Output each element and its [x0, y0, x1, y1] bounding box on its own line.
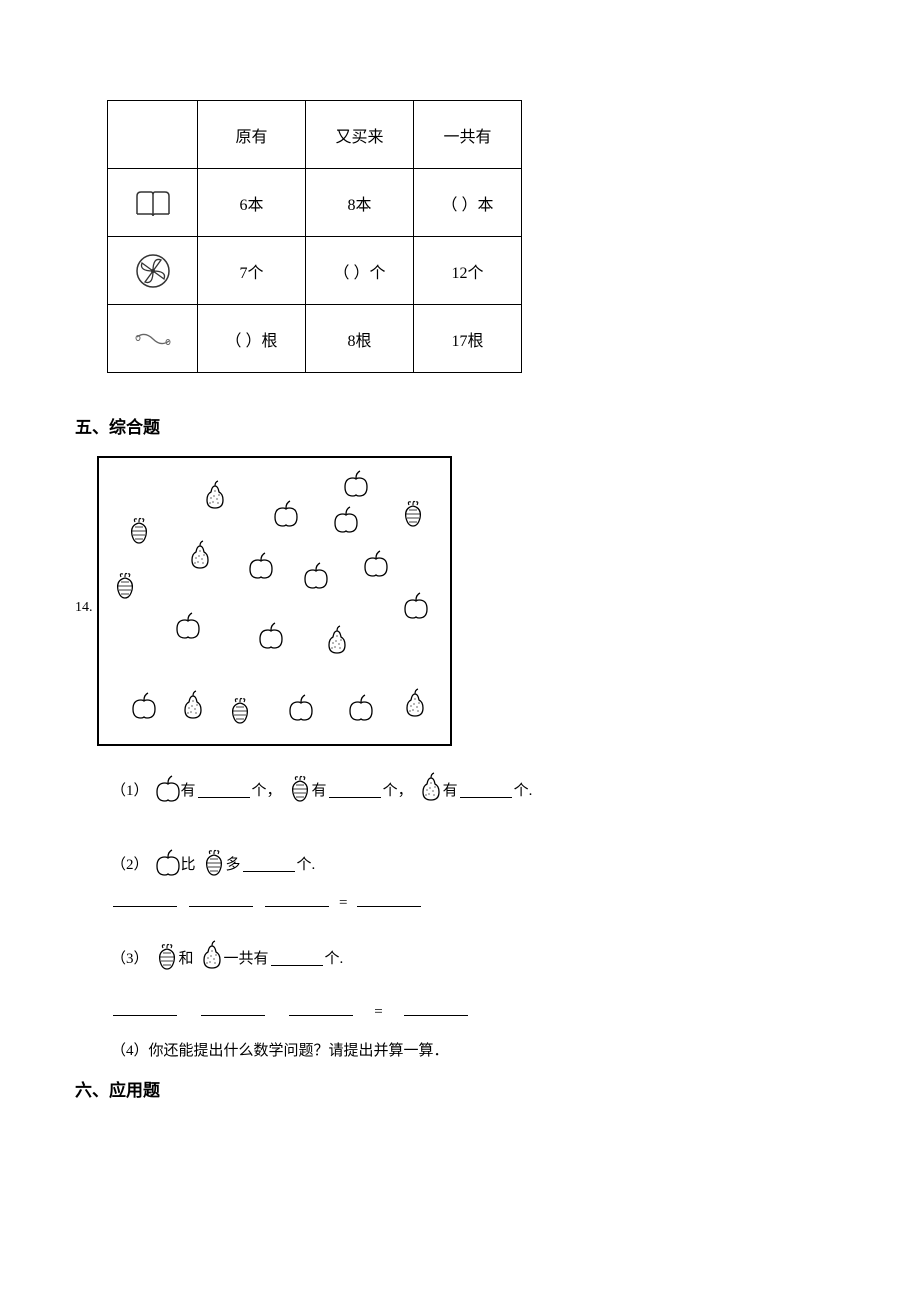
pear-icon [196, 938, 222, 979]
text: 一共有 [224, 944, 269, 974]
cell: （ ）本 [414, 169, 522, 237]
sub2-prefix: （2） [111, 850, 149, 880]
cell: 12个 [414, 237, 522, 305]
table-row: 6本 8本 （ ）本 [108, 169, 522, 237]
q14-sub4: （4）你还能提出什么数学问题？请提出并算一算． [111, 1039, 845, 1060]
sub4-text: 你还能提出什么数学问题？请提出并算一算． [149, 1043, 449, 1059]
header-total: 一共有 [414, 101, 522, 169]
text: 个， [252, 776, 282, 806]
blank[interactable] [198, 783, 250, 798]
cell: （ ）根 [198, 305, 306, 373]
header-bought: 又买来 [306, 101, 414, 169]
section-5-header: 五、综合题 [75, 413, 845, 438]
equals-sign: = [339, 895, 347, 912]
cell: （ ）个 [306, 237, 414, 305]
blank[interactable] [329, 783, 381, 798]
q14-sub1: （1） 有 个， 有 个， 有 个. [111, 770, 845, 811]
blank[interactable] [265, 892, 329, 907]
text: 有 [312, 776, 327, 806]
pinwheel-icon [108, 237, 198, 305]
cell: 7个 [198, 237, 306, 305]
strawberry-icon [198, 845, 224, 884]
blank[interactable] [404, 1001, 468, 1016]
blank[interactable] [189, 892, 253, 907]
text: 个. [325, 944, 344, 974]
header-original: 原有 [198, 101, 306, 169]
blank[interactable] [271, 951, 323, 966]
section-6-header: 六、应用题 [75, 1076, 845, 1101]
q14-sub3: （3） 和 一共有 个. [111, 938, 845, 979]
equation-line: = [111, 1001, 845, 1021]
sub4-prefix: （4） [111, 1043, 149, 1059]
blank[interactable] [201, 1001, 265, 1016]
text: 有 [443, 776, 458, 806]
apple-icon [151, 771, 179, 810]
q14-number: 14. [75, 600, 93, 746]
text: 个. [514, 776, 533, 806]
text: 个， [383, 776, 413, 806]
table-row: （ ）根 8根 17根 [108, 305, 522, 373]
equation-line: = [111, 892, 845, 912]
text: 多 [226, 850, 241, 880]
text: 比 [181, 850, 196, 880]
sub1-prefix: （1） [111, 776, 149, 806]
text: 个. [297, 850, 316, 880]
blank[interactable] [357, 892, 421, 907]
equals-sign: = [374, 1004, 382, 1021]
data-table: 原有 又买来 一共有 6本 8本 （ ）本 7个 （ ）个 12个 （ ）根 8… [107, 100, 522, 373]
table-row: 7个 （ ）个 12个 [108, 237, 522, 305]
cell: 8根 [306, 305, 414, 373]
blank[interactable] [460, 783, 512, 798]
blank[interactable] [113, 1001, 177, 1016]
cell: 6本 [198, 169, 306, 237]
pear-icon [415, 770, 441, 811]
blank[interactable] [289, 1001, 353, 1016]
fruit-frame [97, 456, 452, 746]
apple-icon [151, 845, 179, 884]
header-blank [108, 101, 198, 169]
sub3-prefix: （3） [111, 944, 149, 974]
blank[interactable] [243, 857, 295, 872]
q14-sub2: （2） 比 多 个. [111, 845, 845, 884]
book-icon [108, 169, 198, 237]
cell: 8本 [306, 169, 414, 237]
blank[interactable] [113, 892, 177, 907]
strawberry-icon [284, 771, 310, 810]
rope-icon [108, 305, 198, 373]
text: 有 [181, 776, 196, 806]
cell: 17根 [414, 305, 522, 373]
text: 和 [179, 944, 194, 974]
strawberry-icon [151, 939, 177, 978]
